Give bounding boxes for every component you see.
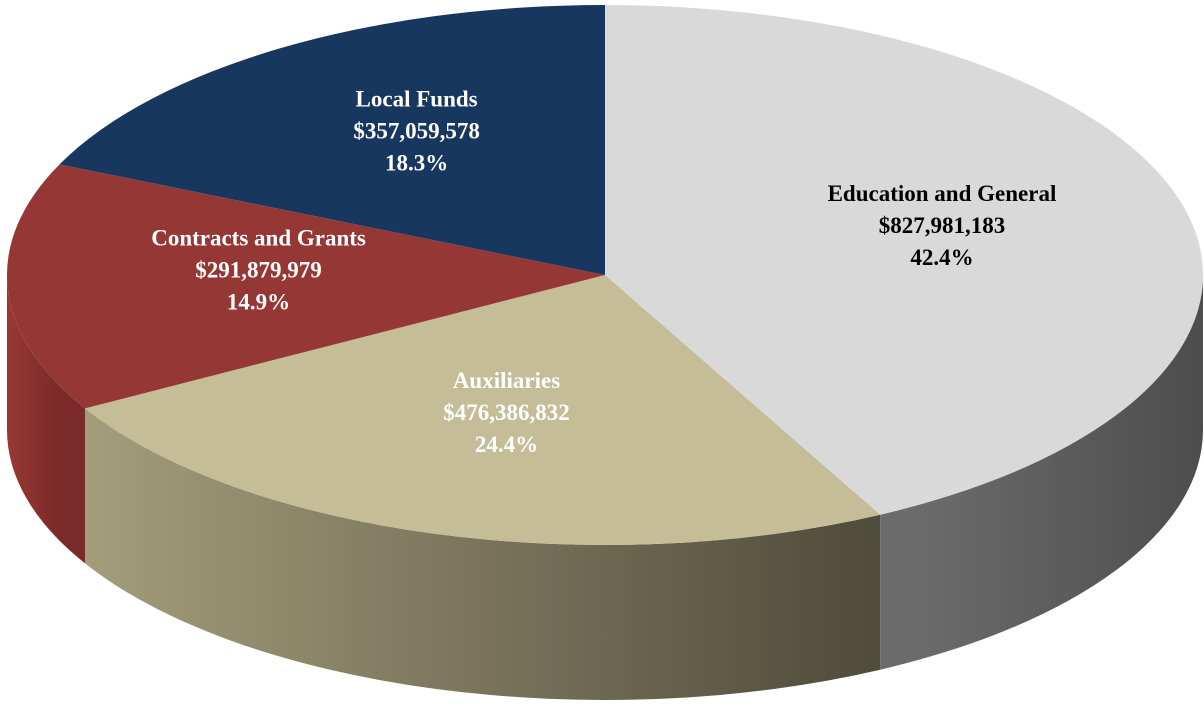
category-label: Contracts and Grants <box>151 226 366 251</box>
slice-label: Auxiliaries $476,386,832 24.4% <box>443 368 570 457</box>
slice-label: Local Funds $357,059,578 18.3% <box>353 87 480 176</box>
slice <box>85 275 881 545</box>
category-label: Auxiliaries <box>453 368 560 393</box>
percent-label: 42.4% <box>910 245 973 270</box>
slice-label: Education and General $827,981,183 42.4% <box>828 181 1057 270</box>
slice <box>59 5 606 275</box>
value-label: $357,059,578 <box>353 119 480 144</box>
category-label: Education and General <box>828 181 1057 206</box>
percent-label: 18.3% <box>385 151 448 176</box>
category-label: Local Funds <box>356 87 478 112</box>
slice-side <box>880 275 1203 670</box>
slice <box>605 5 1203 515</box>
percent-label: 14.9% <box>227 290 290 315</box>
value-label: $827,981,183 <box>879 213 1006 238</box>
slice <box>7 164 606 409</box>
slice-side <box>7 275 86 564</box>
percent-label: 24.4% <box>475 432 538 457</box>
value-label: $291,879,979 <box>195 258 322 283</box>
slice-side <box>85 408 881 700</box>
slice-label: Contracts and Grants $291,879,979 14.9% <box>151 226 366 315</box>
value-label: $476,386,832 <box>443 400 570 425</box>
